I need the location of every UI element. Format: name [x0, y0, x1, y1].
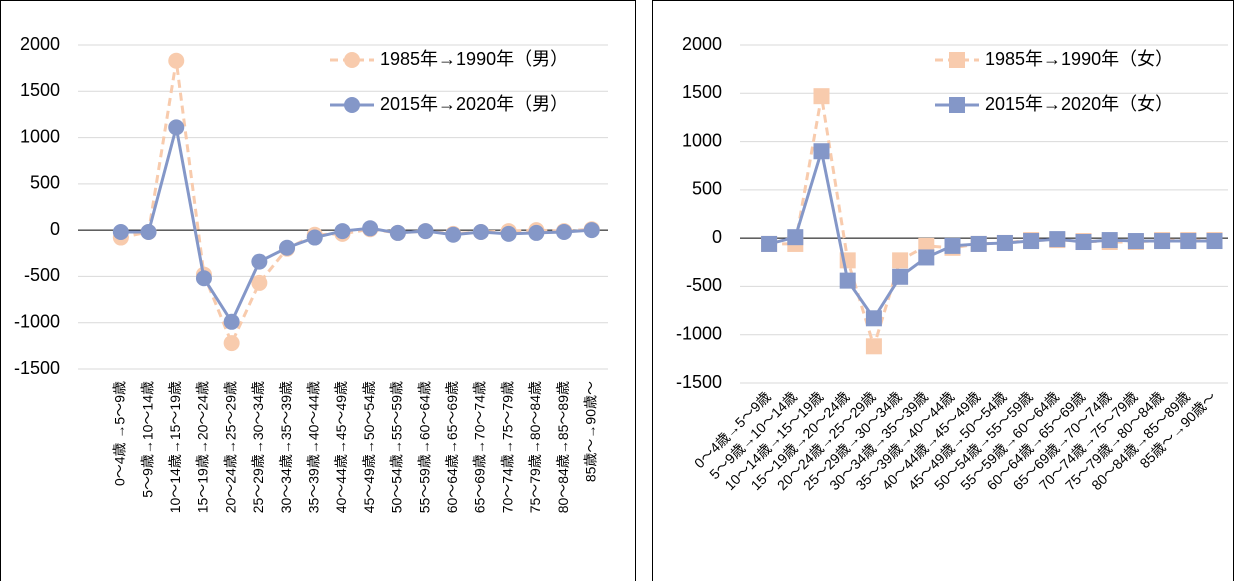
marker	[1075, 234, 1092, 251]
x-tick-label: 40～44歳→45～49歳	[333, 381, 349, 513]
marker	[223, 313, 240, 330]
legend-marker	[949, 52, 965, 68]
marker	[583, 222, 600, 239]
x-tick-label: 70～74歳→75～79歳	[499, 381, 515, 513]
marker	[1101, 232, 1118, 249]
x-tick-label: 0～4歳 →5～9歳	[112, 381, 128, 486]
marker	[306, 229, 323, 246]
panel	[0, 0, 636, 586]
marker	[996, 234, 1013, 251]
marker	[1180, 233, 1197, 250]
marker	[362, 220, 379, 237]
legend-marker	[344, 52, 360, 68]
marker	[1023, 233, 1040, 250]
x-tick-label: 10～14歳→15～19歳	[167, 381, 183, 513]
legend-marker	[344, 97, 360, 113]
panel	[652, 0, 1234, 586]
legend-marker	[949, 97, 965, 113]
marker	[813, 143, 830, 160]
y-tick-label: 1500	[20, 80, 60, 100]
marker	[417, 223, 434, 240]
y-tick-label: 2000	[20, 34, 60, 54]
series-line	[120, 60, 592, 347]
marker	[944, 237, 961, 254]
marker	[334, 223, 351, 240]
legend-label: 1985年→1990年（男）	[380, 49, 568, 69]
marker	[865, 338, 882, 355]
x-tick-label: 20～24歳→25～29歳	[222, 381, 238, 513]
legend-label: 2015年→2020年（男）	[380, 94, 568, 114]
marker	[500, 225, 517, 242]
marker	[195, 270, 212, 287]
marker	[865, 310, 882, 327]
x-tick-label: 45～49歳→50～54歳	[361, 381, 377, 513]
y-tick-label: 500	[30, 173, 60, 193]
y-tick-label: -1500	[14, 358, 60, 378]
x-tick-label: 80～84歳→85～89歳	[555, 381, 571, 513]
x-tick-label: 60～64歳→65～69歳	[444, 381, 460, 513]
marker	[556, 223, 573, 240]
marker	[389, 224, 406, 241]
marker	[279, 239, 296, 256]
y-tick-label: -500	[686, 275, 722, 295]
x-tick-label: 85歳～→90歳～	[582, 381, 598, 482]
marker	[1154, 233, 1171, 250]
marker	[787, 229, 804, 246]
marker	[1049, 231, 1066, 248]
marker	[839, 272, 856, 289]
y-tick-label: -1500	[676, 372, 722, 392]
x-tick-label: 15～19歳→20～24歳	[195, 381, 211, 513]
y-tick-label: -500	[24, 265, 60, 285]
marker	[472, 223, 489, 240]
x-tick-label: 35～39歳→40～44歳	[305, 381, 321, 513]
marker	[140, 223, 157, 240]
legend-label: 1985年→1990年（女）	[985, 49, 1173, 69]
marker	[813, 88, 830, 105]
y-tick-label: 500	[692, 179, 722, 199]
marker	[918, 249, 935, 266]
marker	[528, 224, 545, 241]
marker	[892, 268, 909, 285]
legend-label: 2015年→2020年（女）	[985, 94, 1173, 114]
y-tick-label: 1500	[682, 82, 722, 102]
x-tick-label: 55～59歳→60～64歳	[416, 381, 432, 513]
y-tick-label: 1000	[682, 130, 722, 150]
x-tick-label: 65～69歳→70～74歳	[472, 381, 488, 513]
x-tick-label: 30～34歳→35～39歳	[278, 381, 294, 513]
marker	[223, 335, 240, 352]
x-tick-label: 50～54歳→55～59歳	[389, 381, 405, 513]
marker	[892, 252, 909, 269]
marker	[970, 235, 987, 252]
x-tick-label: 25～29歳→30～34歳	[250, 381, 266, 513]
y-tick-label: 0	[50, 219, 60, 239]
x-tick-label: 75～79歳→80～84歳	[527, 381, 543, 513]
y-tick-label: 0	[712, 227, 722, 247]
y-tick-label: -1000	[14, 311, 60, 331]
marker	[761, 235, 778, 252]
y-tick-label: 1000	[20, 126, 60, 146]
y-tick-label: -1000	[676, 323, 722, 343]
marker	[445, 226, 462, 243]
x-tick-label: 5～9歳→10～14歳	[139, 381, 155, 498]
y-tick-label: 2000	[682, 34, 722, 54]
marker	[168, 52, 185, 69]
marker	[112, 223, 129, 240]
marker	[251, 253, 268, 270]
marker	[251, 274, 268, 291]
marker	[1206, 233, 1223, 250]
marker	[168, 119, 185, 136]
marker	[1127, 233, 1144, 250]
